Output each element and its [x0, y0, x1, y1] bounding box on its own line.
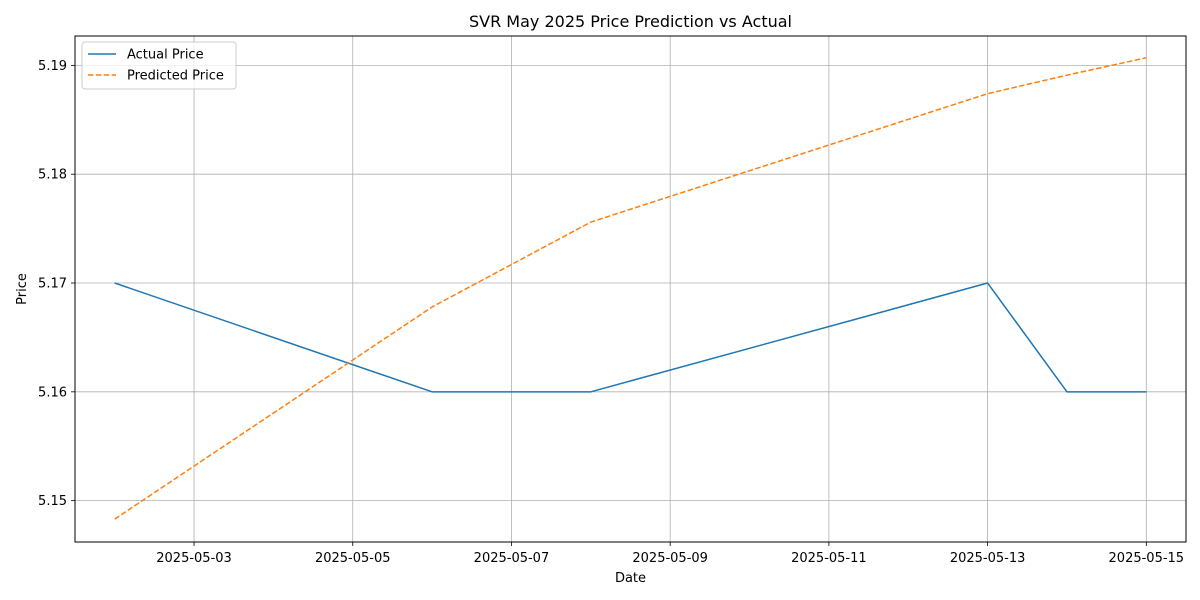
- series-line-actual: [114, 282, 1147, 393]
- x-axis-label: Date: [615, 571, 646, 586]
- y-tick-label: 5.17: [38, 277, 67, 292]
- x-tick-label: 2025-05-11: [791, 551, 867, 566]
- axes-frame: [74, 35, 1187, 543]
- legend-box: [81, 41, 237, 90]
- series-lines: [114, 57, 1147, 520]
- x-tick-label: 2025-05-03: [156, 551, 232, 566]
- series-line-predicted: [114, 57, 1147, 520]
- x-tick-label: 2025-05-09: [632, 551, 708, 566]
- x-tick-label: 2025-05-13: [950, 551, 1026, 566]
- x-tick-label: 2025-05-07: [474, 551, 550, 566]
- chart-title: SVR May 2025 Price Prediction vs Actual: [469, 12, 792, 31]
- y-tick-label: 5.16: [38, 385, 67, 400]
- legend-label: Predicted Price: [127, 69, 224, 84]
- y-axis-label: Price: [15, 273, 30, 305]
- grid-lines: [75, 36, 1186, 542]
- axis-ticks: 2025-05-03 2025-05-05 2025-05-07 2025-05-09…: [38, 59, 1184, 566]
- x-tick-label: 2025-05-05: [315, 551, 391, 566]
- legend-label: Actual Price: [127, 48, 204, 63]
- y-tick-label: 5.18: [38, 168, 67, 183]
- y-tick-label: 5.19: [38, 59, 67, 74]
- x-tick-label: 2025-05-15: [1109, 551, 1185, 566]
- legend: Actual Price Predicted Price: [81, 41, 237, 90]
- y-tick-label: 5.15: [38, 494, 67, 509]
